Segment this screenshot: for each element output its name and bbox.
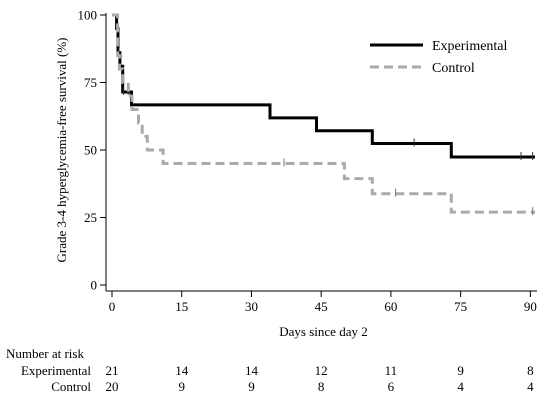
axes: 0 25 50 75 100 0 15 30 45 60 75 90 Days since day 2 G… xyxy=(54,8,537,339)
risk-count: 4 xyxy=(527,379,534,394)
y-tick-label: 50 xyxy=(84,143,97,158)
risk-count: 12 xyxy=(315,363,328,378)
risk-count: 21 xyxy=(106,363,119,378)
risk-row-label: Experimental xyxy=(21,363,91,378)
y-tick-label: 75 xyxy=(84,75,97,90)
series-line-experimental xyxy=(112,13,535,159)
plot-area xyxy=(112,13,535,216)
x-tick-label: 15 xyxy=(175,299,188,314)
risk-count: 9 xyxy=(457,363,464,378)
risk-count: 14 xyxy=(245,363,259,378)
risk-count: 8 xyxy=(527,363,534,378)
x-tick-label: 75 xyxy=(454,299,467,314)
risk-count: 9 xyxy=(178,379,185,394)
risk-table-title: Number at risk xyxy=(6,346,84,361)
x-axis-title: Days since day 2 xyxy=(279,324,367,339)
risk-count: 4 xyxy=(457,379,464,394)
legend-label-experimental: Experimental xyxy=(432,39,508,54)
risk-table: Number at risk Experimental 21 14 14 12 11 9 8 Co… xyxy=(6,346,534,394)
risk-count: 6 xyxy=(388,379,395,394)
y-tick-label: 0 xyxy=(91,278,98,293)
risk-count: 14 xyxy=(175,363,189,378)
x-tick-label: 60 xyxy=(384,299,397,314)
series-line-control xyxy=(112,13,535,214)
risk-count: 9 xyxy=(248,379,255,394)
x-tick-label: 90 xyxy=(524,299,537,314)
risk-row-label: Control xyxy=(51,379,91,394)
y-tick-label: 25 xyxy=(84,210,97,225)
x-tick-label: 45 xyxy=(315,299,328,314)
legend-label-control: Control xyxy=(432,61,475,76)
risk-count: 8 xyxy=(318,379,325,394)
y-tick-label: 100 xyxy=(78,8,98,23)
x-tick-label: 0 xyxy=(109,299,116,314)
risk-count: 11 xyxy=(385,363,398,378)
x-tick-label: 30 xyxy=(245,299,258,314)
legend: Experimental Control xyxy=(370,39,508,76)
y-axis-title: Grade 3-4 hyperglycemia-free survival (%… xyxy=(54,38,69,263)
risk-count: 20 xyxy=(106,379,119,394)
